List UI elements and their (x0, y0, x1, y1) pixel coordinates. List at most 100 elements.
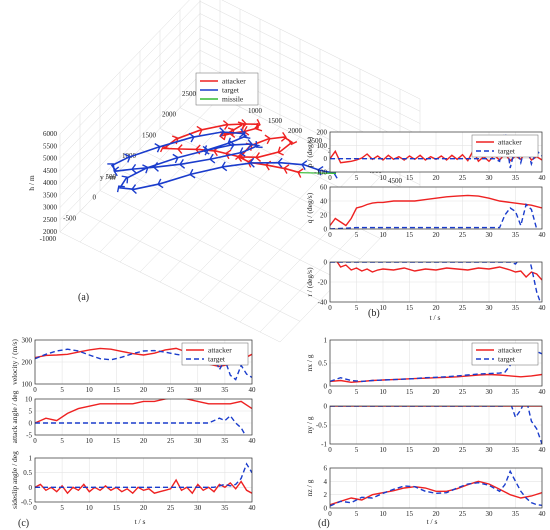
floor-grid-x (99, 106, 241, 253)
y-tick-label: 1 (29, 455, 33, 463)
y-tick-label: 0 (93, 194, 97, 202)
x-tick-label: 15 (113, 386, 121, 394)
wall-grid-z1 (199, 1, 421, 112)
panel-caption: (b) (368, 308, 380, 319)
z-tick-label: 4500 (43, 167, 58, 175)
x-tick-label: 4500 (388, 177, 403, 185)
x-tick-label: 40 (249, 437, 257, 445)
aircraft-marker-target (277, 157, 283, 168)
y-tick-label: 0 (29, 484, 33, 492)
series-attacker (330, 262, 542, 281)
x-tick-label: 20 (140, 437, 148, 445)
x-tick-label: 2000 (288, 127, 303, 135)
aircraft-marker-target (255, 141, 263, 149)
x-tick-label: 10 (86, 437, 94, 445)
aircraft-marker-attacker (237, 121, 245, 130)
y-axis-label: y / m (100, 173, 116, 182)
y-tick-label: 0.5 (318, 360, 327, 368)
aircraft-marker-target (203, 145, 210, 155)
z-tick-label: 5000 (43, 155, 58, 163)
wall-grid-z2 (59, 62, 201, 208)
x-axis-label: t / s (135, 517, 146, 526)
aircraft-marker-attacker (280, 132, 287, 142)
x-tick-label: 0 (328, 231, 332, 239)
x-tick-label: 15 (406, 231, 414, 239)
aircraft-marker-attacker (264, 134, 271, 145)
wall-grid-z2 (59, 13, 201, 159)
subplot-d-1: 0 5 10 15 20 25 30 35 40 -1 -0.5 0 ny / g (305, 403, 546, 455)
y-axis-label: q / (deg/s) (305, 192, 314, 223)
x-tick-label: 35 (221, 504, 229, 512)
series-target (35, 348, 252, 381)
legend-label-target: target (498, 147, 516, 156)
x-tick-label: 25 (167, 386, 175, 394)
x-tick-label: 15 (406, 304, 414, 312)
x-tick-label: 35 (221, 437, 229, 445)
y-tick-label: 500 (106, 173, 117, 181)
x-tick-label: 20 (433, 231, 441, 239)
aircraft-marker-attacker (247, 158, 254, 168)
series-target (330, 469, 542, 507)
floor-grid-x (139, 126, 281, 273)
y-axis-label: r / (deg/s) (305, 267, 314, 297)
series-attacker (35, 478, 252, 495)
x-tick-label: 20 (433, 388, 441, 396)
x-tick-label: 2500 (308, 137, 323, 145)
series-target (35, 414, 252, 435)
aircraft-marker-target (124, 153, 131, 163)
x-tick-label: 35 (512, 174, 520, 182)
x-tick-label: 30 (194, 437, 202, 445)
y-axis-label: ny / g (305, 416, 314, 433)
y-tick-label: -40 (318, 299, 328, 307)
floor-grid-y (139, 148, 361, 260)
aircraft-marker-attacker (283, 164, 290, 174)
x-tick-label: 35 (512, 510, 520, 518)
plot-frame (329, 186, 543, 230)
y-tick-label: 2 (324, 491, 328, 499)
aircraft-marker-target (243, 131, 251, 139)
y-axis-label: attack angle / deg (10, 390, 19, 443)
panel-a-3d-trajectory: 2000250030003500400045005000550060000500… (27, 0, 443, 343)
legend-label-target: target (498, 355, 516, 364)
wall-grid-z1 (199, 25, 421, 136)
y-tick-label: -0.5 (21, 499, 33, 507)
series-attacker (330, 194, 542, 227)
y-tick-label: 4 (324, 478, 328, 486)
wall-grid-z2 (59, 86, 201, 233)
legend-label-target: target (208, 355, 226, 364)
y-tick-label: 0 (29, 420, 33, 428)
x-tick-label: 30 (486, 510, 494, 518)
y-axis-label: nz / g (305, 479, 314, 496)
x-tick-label: 10 (86, 386, 94, 394)
aircraft-marker-target (179, 159, 186, 169)
legend-label-attacker: attacker (222, 77, 246, 86)
aircraft-marker-target (189, 168, 196, 179)
y-tick-label: 0 (324, 259, 328, 267)
y-tick-label: 1 (324, 337, 328, 345)
x-tick-label: 1500 (268, 117, 283, 125)
x-tick-label: 5 (355, 510, 359, 518)
x-tick-label: 35 (512, 304, 520, 312)
aircraft-marker-target (154, 142, 161, 153)
x-tick-label: 10 (380, 174, 388, 182)
y-axis-label: velocity / (m/s) (10, 339, 19, 385)
aircraft-marker-attacker (177, 144, 183, 155)
x-tick-label: 15 (406, 510, 414, 518)
aircraft-marker-attacker (255, 152, 262, 162)
trajectory-missile (299, 172, 337, 174)
x-tick-label: 5 (60, 437, 64, 445)
floor-grid-x (119, 116, 261, 263)
y-tick-label: 2000 (162, 111, 177, 119)
x-tick-label: 30 (486, 304, 494, 312)
y-tick-label: 60 (320, 184, 328, 192)
x-tick-label: 25 (167, 437, 175, 445)
subplot-d-0: 0 5 10 15 20 25 30 35 40 0 0.5 1 nx / g attackertarge… (305, 337, 546, 397)
y-axis-label: p / (deg/s) (305, 136, 314, 167)
x-tick-label: 10 (380, 510, 388, 518)
y-tick-label: -0.5 (316, 422, 328, 430)
